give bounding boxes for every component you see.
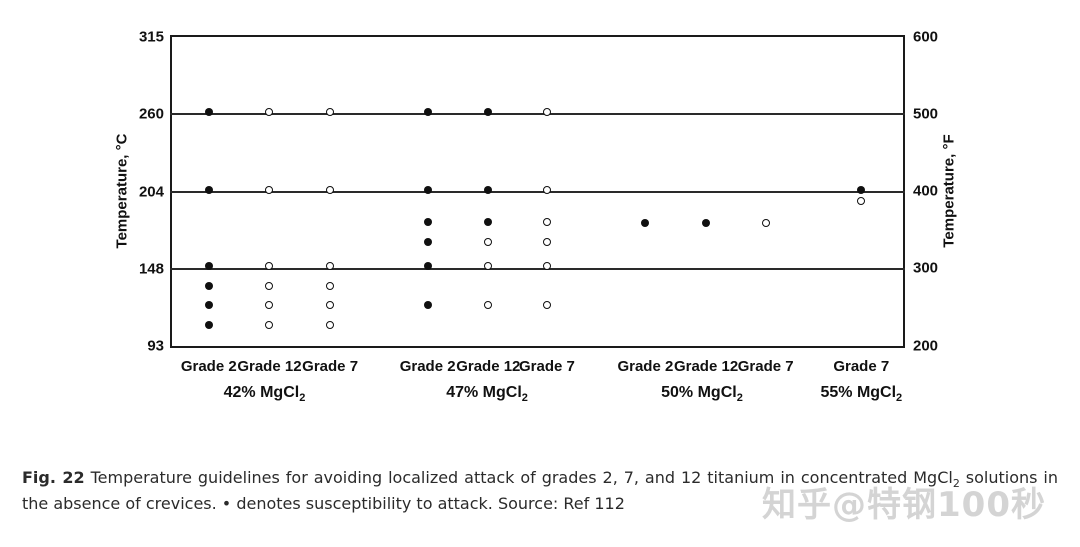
x-axis-grade-label: Grade 7 [833,358,890,375]
x-axis-grade-label: Grade 7 [518,358,575,375]
x-axis-grade-label: Grade 12 [456,358,521,375]
x-axis-grade-label: Grade 2 [617,358,674,375]
data-point-open-icon [326,301,335,310]
data-point-filled-icon [484,217,493,226]
x-axis-concentration-label: 55% MgCl2 [820,384,903,405]
data-point-open-icon [484,262,493,271]
data-point-open-icon [326,262,335,271]
data-point-filled-icon [204,301,213,310]
y-axis-left-tick: 93 [147,337,164,355]
data-point-open-icon [265,320,274,329]
caption-subscript: 2 [952,477,960,491]
plot-area: 315 260 204 148 93 600 500 400 300 200 Grade 2 Grad… [139,29,938,405]
x-axis-grade-label: Grade 2 [180,358,237,375]
data-point-open-icon [542,238,551,247]
data-point-filled-icon [204,185,213,194]
data-point-filled-icon [702,218,711,227]
caption-text-1: Temperature guidelines for avoiding loca… [90,468,953,487]
y-axis-right-tick: 200 [913,337,939,355]
data-point-open-icon [542,217,551,226]
data-point-open-icon [542,262,551,271]
y-axis-right-tick: 400 [913,182,939,200]
data-point-filled-icon [204,281,213,290]
data-point-open-icon [326,185,335,194]
x-axis-grade-label: Grade 7 [737,358,794,375]
figure-number: Fig. 22 [22,468,85,487]
x-axis-concentration-label: 50% MgCl2 [661,384,743,405]
y-axis-left-tick: 148 [138,260,164,278]
y-axis-left-title: Temperature, °C [113,133,131,249]
x-axis-concentration-label: 42% MgCl2 [223,384,306,405]
data-point-filled-icon [204,107,213,116]
data-point-filled-icon [423,262,432,271]
data-point-filled-icon [423,107,432,116]
data-point-open-icon [857,196,866,205]
gridline-260c [170,112,905,115]
gridline-204c [170,190,905,193]
y-axis-right-title: Temperature, °F [940,134,958,248]
data-point-open-icon [542,301,551,310]
gridline-148c [170,268,905,271]
data-point-open-icon [761,218,770,227]
y-axis-right-tick: 500 [913,105,939,123]
data-point-open-icon [265,262,274,271]
data-point-filled-icon [423,238,432,247]
data-point-filled-icon [484,107,493,116]
figure-caption: Fig. 22 Temperature guidelines for avoid… [22,466,1058,515]
data-point-open-icon [326,107,335,116]
data-point-open-icon [542,185,551,194]
y-axis-left-tick: 315 [138,28,164,46]
data-point-open-icon [326,320,335,329]
x-axis-grade-label: Grade 7 [302,358,359,375]
data-point-open-icon [265,107,274,116]
data-point-filled-icon [484,185,493,194]
data-point-filled-icon [423,217,432,226]
x-axis-grade-label: Grade 2 [399,358,456,375]
y-axis-right-tick: 300 [913,259,939,277]
data-point-filled-icon [423,185,432,194]
y-axis-left-tick: 260 [138,105,164,123]
x-axis-grade-label: Grade 12 [673,358,739,375]
data-point-open-icon [484,238,493,247]
y-axis-left-tick: 204 [138,183,164,200]
caption-text-2: solutions in the absence of crevices. • … [22,468,1058,514]
x-axis-grade-label: Grade 12 [237,358,302,375]
data-point-open-icon [265,185,274,194]
data-point-filled-icon [641,218,650,227]
data-point-filled-icon [204,262,213,271]
data-point-filled-icon [857,185,866,194]
data-point-filled-icon [423,301,432,310]
data-point-open-icon [265,301,274,310]
data-point-open-icon [484,301,493,310]
data-point-open-icon [265,281,274,290]
data-point-open-icon [542,107,551,116]
y-axis-right-tick: 600 [913,28,939,46]
x-axis-concentration-label: 47% MgCl2 [446,384,528,405]
data-point-filled-icon [204,320,213,329]
data-point-open-icon [326,281,335,290]
